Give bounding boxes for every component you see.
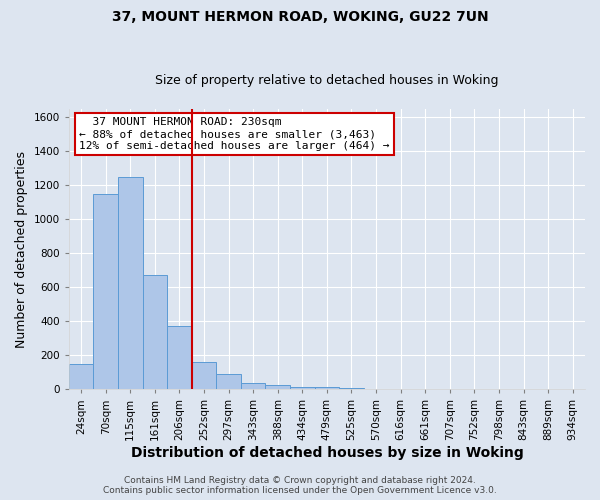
Bar: [69, 364, 94, 390]
Bar: [265, 385, 290, 390]
Bar: [167, 326, 192, 390]
Text: Contains HM Land Registry data © Crown copyright and database right 2024.
Contai: Contains HM Land Registry data © Crown c…: [103, 476, 497, 495]
Bar: [192, 362, 217, 390]
Bar: [217, 374, 241, 390]
Bar: [241, 384, 265, 390]
Bar: [314, 386, 339, 390]
Bar: [290, 386, 314, 390]
Text: 37, MOUNT HERMON ROAD, WOKING, GU22 7UN: 37, MOUNT HERMON ROAD, WOKING, GU22 7UN: [112, 10, 488, 24]
Bar: [94, 194, 118, 390]
X-axis label: Distribution of detached houses by size in Woking: Distribution of detached houses by size …: [131, 446, 523, 460]
Text: 37 MOUNT HERMON ROAD: 230sqm
← 88% of detached houses are smaller (3,463)
12% of: 37 MOUNT HERMON ROAD: 230sqm ← 88% of de…: [79, 118, 389, 150]
Y-axis label: Number of detached properties: Number of detached properties: [15, 150, 28, 348]
Bar: [143, 276, 167, 390]
Bar: [118, 177, 143, 390]
Bar: [339, 388, 364, 390]
Title: Size of property relative to detached houses in Woking: Size of property relative to detached ho…: [155, 74, 499, 87]
